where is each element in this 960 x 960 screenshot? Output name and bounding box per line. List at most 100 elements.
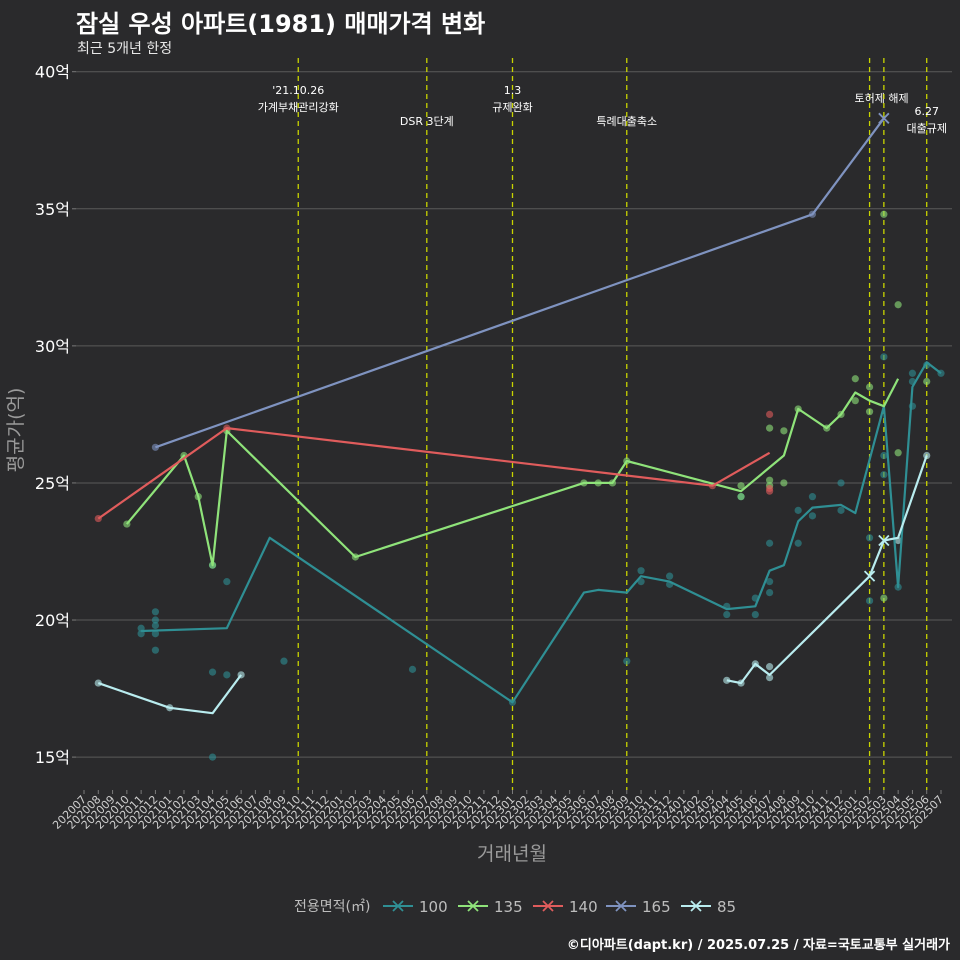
event-label: 가계부채관리강화 bbox=[258, 101, 339, 114]
data-point bbox=[766, 487, 774, 495]
chart-title: 잠실 우성 아파트(1981) 매매가격 변화 bbox=[76, 10, 486, 38]
data-point bbox=[766, 539, 774, 547]
event-label: '21.10.26 bbox=[272, 84, 324, 97]
series-line bbox=[97, 674, 242, 715]
data-point bbox=[766, 589, 774, 597]
series bbox=[94, 112, 945, 761]
source-caption: ©디아파트(dapt.kr) / 2025.07.25 / 자료=국토교통부 실… bbox=[566, 938, 950, 953]
x-marker-stroke bbox=[690, 900, 702, 912]
legend-label: 140 bbox=[569, 898, 598, 916]
x-marker-stroke bbox=[467, 900, 479, 912]
data-point bbox=[766, 673, 774, 682]
data-point bbox=[880, 353, 888, 361]
series-140 bbox=[94, 410, 774, 523]
legend-title: 전용면적(㎡) bbox=[294, 899, 370, 915]
series-lines-165 bbox=[155, 112, 890, 449]
data-point bbox=[751, 610, 759, 619]
x-marker-stroke bbox=[542, 900, 554, 912]
y-axis-ticks: 15억 20억 25억 30억 35억 40억 bbox=[35, 63, 76, 767]
data-point bbox=[723, 676, 731, 684]
series-lines-140 bbox=[97, 427, 771, 520]
y-tick-label: 15억 bbox=[35, 748, 70, 767]
legend-swatch-marker bbox=[467, 900, 479, 912]
series-100 bbox=[137, 353, 945, 761]
data-point bbox=[737, 482, 745, 490]
y-tick-label: 30억 bbox=[35, 337, 70, 356]
event-label: 6.27 bbox=[914, 105, 939, 118]
event-label: 1.3 bbox=[504, 84, 522, 97]
data-point bbox=[208, 668, 217, 676]
y-tick-label: 35억 bbox=[35, 200, 70, 219]
legend-swatch-marker bbox=[392, 900, 404, 912]
data-point bbox=[794, 506, 802, 514]
data-point bbox=[923, 377, 931, 386]
data-point bbox=[794, 539, 802, 547]
data-point bbox=[880, 451, 888, 460]
data-point bbox=[151, 608, 160, 616]
legend-label: 85 bbox=[717, 898, 736, 916]
x-marker bbox=[863, 570, 876, 582]
legend-label: 100 bbox=[419, 898, 448, 916]
legend-label: 135 bbox=[494, 898, 523, 916]
data-point bbox=[223, 671, 231, 679]
data-point bbox=[908, 369, 917, 377]
data-point bbox=[808, 493, 817, 501]
data-point bbox=[766, 410, 774, 419]
data-point bbox=[894, 449, 902, 457]
data-point bbox=[880, 594, 888, 602]
y-tick-label: 20억 bbox=[35, 611, 70, 630]
data-point bbox=[837, 479, 845, 487]
legend-swatch-marker bbox=[615, 900, 627, 912]
legend-label: 165 bbox=[642, 898, 671, 916]
data-point bbox=[851, 375, 859, 383]
event-label: DSR 3단계 bbox=[400, 115, 454, 128]
y-tick-label: 40억 bbox=[35, 63, 70, 82]
data-point bbox=[280, 657, 288, 665]
data-point bbox=[151, 621, 160, 630]
x-marker-stroke bbox=[878, 112, 890, 124]
legend-swatch-marker bbox=[542, 900, 554, 912]
series-lines-100 bbox=[141, 361, 942, 704]
data-point bbox=[780, 427, 788, 435]
x-marker-stroke bbox=[392, 900, 404, 912]
x-marker-stroke bbox=[878, 534, 890, 547]
data-point bbox=[151, 646, 160, 654]
grid bbox=[76, 71, 952, 758]
data-point bbox=[865, 408, 874, 416]
data-point bbox=[766, 424, 774, 432]
data-point bbox=[766, 578, 774, 586]
data-point bbox=[865, 383, 874, 391]
data-point bbox=[894, 301, 902, 309]
series-line bbox=[125, 378, 900, 567]
x-axis-ticks: 2020072020082020092020102020112020122021… bbox=[50, 790, 946, 832]
data-point bbox=[151, 616, 160, 624]
series-lines-135 bbox=[125, 378, 900, 567]
data-point bbox=[766, 476, 774, 484]
x-marker bbox=[878, 534, 890, 547]
x-marker bbox=[878, 112, 890, 124]
data-point bbox=[223, 578, 231, 586]
data-point bbox=[637, 567, 645, 575]
data-point bbox=[880, 210, 888, 218]
series-line bbox=[726, 455, 928, 685]
data-point bbox=[865, 597, 874, 605]
data-point bbox=[780, 479, 788, 487]
data-point bbox=[737, 493, 745, 501]
data-point bbox=[666, 572, 674, 580]
series-135 bbox=[123, 210, 931, 602]
x-axis-label: 거래년월 bbox=[477, 843, 547, 865]
data-point bbox=[208, 753, 217, 761]
data-point bbox=[623, 657, 631, 665]
chart-subtitle: 최근 5개년 한정 bbox=[77, 41, 173, 57]
data-point bbox=[723, 610, 731, 619]
data-point bbox=[408, 665, 417, 673]
data-point bbox=[880, 471, 888, 479]
data-point bbox=[851, 397, 859, 405]
data-point bbox=[766, 663, 774, 671]
event-label: 규제완화 bbox=[492, 101, 532, 114]
legend-swatch-marker bbox=[690, 900, 702, 912]
series-lines-85 bbox=[97, 455, 928, 715]
data-point bbox=[151, 630, 160, 638]
